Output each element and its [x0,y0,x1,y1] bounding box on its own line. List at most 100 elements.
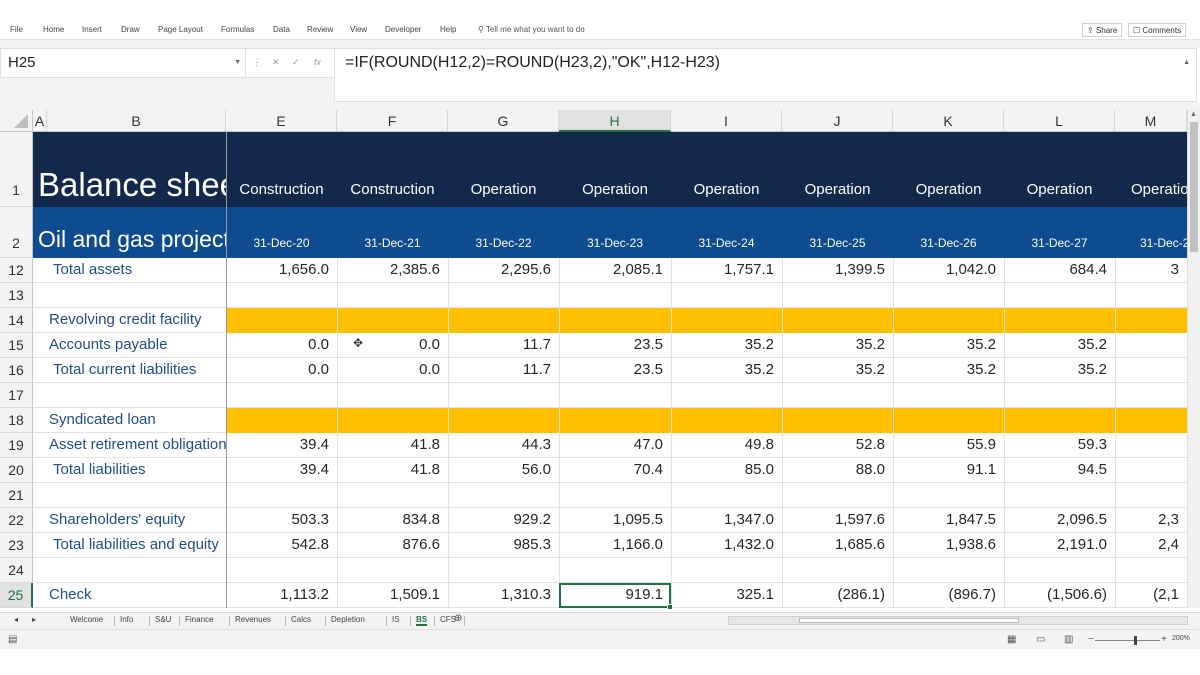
tab-review[interactable]: Review [307,25,334,34]
row-label[interactable]: Check [49,586,92,603]
cell-value[interactable]: 1,310.3 [500,586,551,603]
next-sheet-icon[interactable]: ▸ [32,615,37,624]
cell-value[interactable]: 2,191.0 [1056,536,1107,553]
cell-value[interactable]: 929.2 [513,511,551,528]
horizontal-scrollbar[interactable] [728,616,1188,625]
period-date[interactable]: 31-Dec-28 [1140,236,1187,250]
row-label[interactable]: Syndicated loan [49,411,156,428]
period-date[interactable]: 31-Dec-22 [475,236,532,250]
row-header-24[interactable]: 24 [0,558,33,583]
tab-data[interactable]: Data [273,25,290,34]
row-label[interactable]: Total assets [53,261,133,278]
vertical-scrollbar[interactable]: ▲ [1187,110,1200,608]
cell-value[interactable]: 1,095.5 [612,511,663,528]
row-header-13[interactable]: 13 [0,283,33,308]
input-highlight-band[interactable] [226,408,1187,433]
cell-value[interactable]: 684.4 [1069,261,1107,278]
period-date[interactable]: 31-Dec-21 [364,236,421,250]
cell-value[interactable]: 1,166.0 [612,536,663,553]
cell-value[interactable]: 11.7 [522,336,551,353]
cell-value[interactable]: 2,295.6 [500,261,551,278]
row-label[interactable]: Total liabilities [53,461,146,478]
zoom-out-icon[interactable]: − [1088,634,1094,645]
cell-value[interactable]: 1,597.6 [834,511,885,528]
sheet-tab-bs[interactable]: BS [416,615,428,626]
column-header-l[interactable]: L [1004,110,1115,132]
column-header-i[interactable]: I [671,110,782,132]
cell-value[interactable]: 1,432.0 [723,536,774,553]
sheet-tab-info[interactable]: Info [120,615,134,624]
row-header-12[interactable]: 12 [0,258,33,283]
row-header-18[interactable]: 18 [0,408,33,433]
zoom-slider[interactable] [1095,640,1160,641]
phase-label[interactable]: Construction [239,181,324,198]
cell-value[interactable]: 23.5 [633,336,663,353]
cell-value[interactable]: 39.4 [299,436,329,453]
cell-value[interactable]: 39.4 [299,461,329,478]
cell-value[interactable]: 1,347.0 [723,511,774,528]
sheet-tab-finance[interactable]: Finance [185,615,214,624]
enter-icon[interactable]: ✓ [292,57,300,67]
fill-handle[interactable] [667,604,673,610]
cell-value[interactable]: 70.4 [633,461,663,478]
column-header-m[interactable]: M [1115,110,1187,132]
cell-value[interactable]: 49.8 [744,436,774,453]
cell-value[interactable]: 35.2 [966,336,996,353]
cell-value[interactable]: (1,506.6) [1046,586,1107,603]
tab-page-layout[interactable]: Page Layout [158,25,203,34]
tab-formulas[interactable]: Formulas [221,25,255,34]
comments-button[interactable]: ☐ Comments [1128,23,1187,37]
cell-value[interactable]: 47.0 [633,436,663,453]
phase-label[interactable]: Operation [915,181,982,198]
sheet-subtitle[interactable]: Oil and gas project [38,226,227,252]
cell-value[interactable]: 94.5 [1077,461,1107,478]
cell-value[interactable]: 1,938.6 [945,536,996,553]
sheet-tab-depletion[interactable]: Depletion [331,615,365,624]
cell-value[interactable]: 41.8 [410,436,440,453]
cell-value[interactable]: 88.0 [855,461,885,478]
cell-value[interactable]: 2,3 [1158,511,1179,528]
period-date[interactable]: 31-Dec-27 [1031,236,1088,250]
sheet-tab-calcs[interactable]: Calcs [291,615,312,624]
row-header-20[interactable]: 20 [0,458,33,483]
cell-value[interactable]: 1,685.6 [834,536,885,553]
row-label[interactable]: Revolving credit facility [49,311,202,328]
sheet-tab-s-u[interactable]: S&U [155,615,172,624]
phase-label[interactable]: Operation [1131,181,1187,198]
sheet-tab-revenues[interactable]: Revenues [235,615,272,624]
formula-input[interactable]: =IF(ROUND(H12,2)=ROUND(H23,2),"OK",H12-H… [334,48,1197,102]
phase-label[interactable]: Operation [804,181,871,198]
period-date[interactable]: 31-Dec-24 [698,236,755,250]
column-header-f[interactable]: F [337,110,448,132]
column-header-g[interactable]: G [448,110,559,132]
tab-file[interactable]: File [10,25,23,34]
period-date[interactable]: 31-Dec-20 [253,236,310,250]
row-header-19[interactable]: 19 [0,433,33,458]
cell-value[interactable]: 35.2 [855,361,885,378]
period-date[interactable]: 31-Dec-25 [809,236,866,250]
tab-help[interactable]: Help [440,25,457,34]
tab-home[interactable]: Home [43,25,65,34]
cell-value[interactable]: 876.6 [402,536,440,553]
scroll-up-icon[interactable]: ▲ [1190,111,1197,118]
normal-view-icon[interactable]: ▦ [1007,634,1017,645]
phase-label[interactable]: Operation [1026,181,1093,198]
column-header-b[interactable]: B [47,110,226,132]
cancel-icon[interactable]: ✕ [272,57,280,67]
page-layout-view-icon[interactable]: ▭ [1036,634,1046,645]
cell-value[interactable]: 2,085.1 [612,261,663,278]
cell-value[interactable]: 542.8 [291,536,329,553]
cell-value[interactable]: (286.1) [837,586,885,603]
cell-value[interactable]: 35.2 [744,361,774,378]
zoom-in-icon[interactable]: + [1161,634,1167,645]
cell-value[interactable]: 85.0 [744,461,774,478]
cell-value[interactable]: 0.0 [308,361,329,378]
horizontal-scroll-thumb[interactable] [799,618,1019,623]
period-date[interactable]: 31-Dec-23 [586,236,644,250]
row-header-23[interactable]: 23 [0,533,33,558]
cell-value[interactable]: 1,656.0 [278,261,329,278]
row-label[interactable]: Shareholders' equity [49,511,186,528]
column-header-j[interactable]: J [782,110,893,132]
phase-label[interactable]: Construction [350,181,435,198]
tab-developer[interactable]: Developer [385,25,422,34]
